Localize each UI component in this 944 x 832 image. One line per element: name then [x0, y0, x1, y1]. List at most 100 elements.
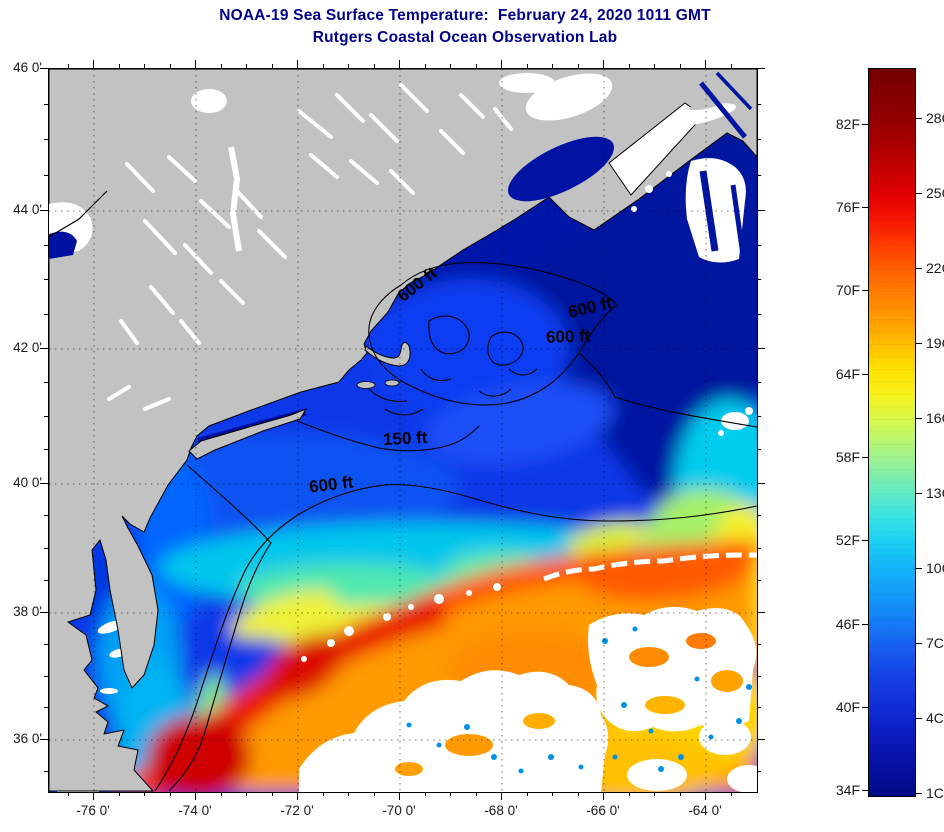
lat-minor-tick — [44, 382, 48, 383]
lon-major-tick — [705, 792, 706, 800]
lon-minor-tick — [578, 64, 579, 68]
colorbar-c-tick — [916, 793, 922, 794]
bay-of-fundy-mouth — [507, 136, 615, 202]
colorbar-c-label: 13C — [926, 485, 944, 501]
lon-minor-tick — [170, 792, 171, 796]
lat-major-tick — [40, 348, 48, 349]
colorbar-c-label: 19C — [926, 335, 944, 351]
cloud-layer — [57, 121, 757, 792]
colorbar-f-tick — [862, 457, 868, 458]
colorbar-c-label: 22C — [926, 260, 944, 276]
colorbar-f-label: 40F — [835, 699, 860, 715]
colorbar-f-tick — [862, 207, 868, 208]
lon-tick-label: -68 0' — [484, 803, 518, 818]
lon-minor-tick — [731, 792, 732, 796]
lon-major-tick — [501, 792, 502, 800]
lat-minor-tick — [757, 416, 761, 417]
lat-major-tick — [757, 483, 765, 484]
lon-minor-tick — [348, 64, 349, 68]
colorbar-c-label: 16C — [926, 410, 944, 426]
lat-minor-tick — [757, 175, 761, 176]
lon-minor-tick — [221, 792, 222, 796]
lat-minor-tick — [44, 245, 48, 246]
lat-minor-tick — [757, 644, 761, 645]
lat-minor-tick — [44, 449, 48, 450]
lon-minor-tick — [144, 792, 145, 796]
lat-minor-tick — [757, 515, 761, 516]
lat-major-tick — [40, 210, 48, 211]
lat-minor-tick — [44, 104, 48, 105]
colorbar-c-label: 28C — [926, 110, 944, 126]
lat-minor-tick — [757, 104, 761, 105]
lat-minor-tick — [44, 644, 48, 645]
lat-minor-tick — [757, 245, 761, 246]
lat-minor-tick — [44, 548, 48, 549]
colorbar-f-tick — [862, 374, 868, 375]
lat-tick-label: 46 0' — [13, 60, 42, 75]
lon-minor-tick — [680, 792, 681, 796]
lat-minor-tick — [44, 416, 48, 417]
colorbar-c-tick — [916, 418, 922, 419]
lon-major-tick — [195, 792, 196, 800]
colorbar-f-label: 58F — [835, 449, 860, 465]
lat-minor-tick — [44, 175, 48, 176]
lon-minor-tick — [654, 792, 655, 796]
lon-minor-tick — [527, 64, 528, 68]
lat-major-tick — [757, 612, 765, 613]
lon-major-tick — [195, 60, 196, 68]
lat-tick-label: 42 0' — [13, 340, 42, 355]
lon-minor-tick — [552, 64, 553, 68]
lon-minor-tick — [552, 792, 553, 796]
lon-major-tick — [603, 792, 604, 800]
snow-streaks — [107, 83, 513, 411]
colorbar-c-tick — [916, 193, 922, 194]
lon-minor-tick — [323, 792, 324, 796]
nantucket — [384, 379, 400, 387]
lon-tick-label: -66 0' — [586, 803, 620, 818]
lat-minor-tick — [44, 139, 48, 140]
lon-major-tick — [603, 60, 604, 68]
lon-minor-tick — [450, 64, 451, 68]
colorbar-c-tick — [916, 643, 922, 644]
colorbar-f-label: 46F — [835, 616, 860, 632]
lon-tick-label: -76 0' — [76, 803, 110, 818]
colorbar-f-tick — [862, 540, 868, 541]
colorbar-f-label: 82F — [835, 116, 860, 132]
lon-major-tick — [297, 60, 298, 68]
colorbar-c-tick — [916, 493, 922, 494]
lat-major-tick — [40, 612, 48, 613]
lon-tick-label: -72 0' — [280, 803, 314, 818]
page-title: NOAA-19 Sea Surface Temperature: Februar… — [219, 7, 711, 24]
lon-major-tick — [297, 792, 298, 800]
lat-minor-tick — [757, 548, 761, 549]
marthas-vineyard — [356, 381, 376, 389]
map-canvas: 600 ft 600 ft 600 ft 150 ft 600 ft — [48, 68, 758, 793]
colorbar-f-label: 64F — [835, 366, 860, 382]
lake-champlain — [228, 146, 242, 252]
lat-tick-label: 36 0' — [13, 731, 42, 746]
lon-minor-tick — [374, 792, 375, 796]
lat-major-tick — [757, 739, 765, 740]
land-layer — [49, 69, 757, 792]
lon-minor-tick — [68, 792, 69, 796]
cloud-edge-speckles — [406, 626, 752, 774]
lon-minor-tick — [272, 64, 273, 68]
lon-major-tick — [93, 60, 94, 68]
lon-minor-tick — [731, 64, 732, 68]
lon-major-tick — [399, 60, 400, 68]
colorbar-f-tick — [862, 290, 868, 291]
colorbar-steps — [869, 69, 915, 796]
lat-minor-tick — [44, 279, 48, 280]
colorbar-c-tick — [916, 718, 922, 719]
lon-minor-tick — [144, 64, 145, 68]
lat-minor-tick — [757, 314, 761, 315]
lon-major-tick — [705, 60, 706, 68]
lat-minor-tick — [757, 139, 761, 140]
lat-minor-tick — [757, 676, 761, 677]
colorbar-f-label: 70F — [835, 282, 860, 298]
lat-major-tick — [40, 483, 48, 484]
lat-major-tick — [40, 739, 48, 740]
sst-map-graphic — [49, 69, 757, 792]
contour-depth-label: 150 ft — [382, 427, 428, 450]
